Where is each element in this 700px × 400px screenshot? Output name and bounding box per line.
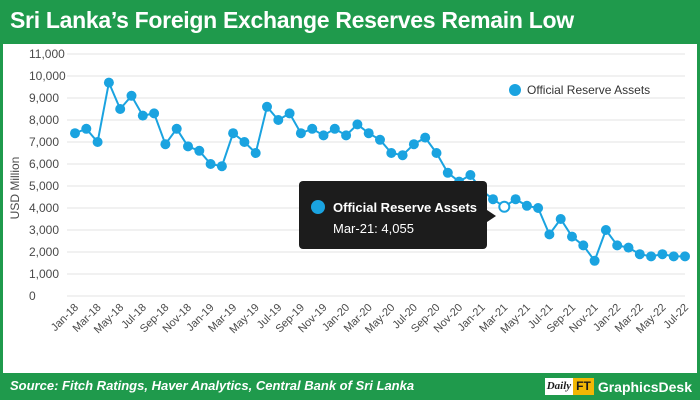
x-tick-label: Jul-22 — [661, 302, 691, 332]
data-point[interactable] — [544, 229, 555, 240]
y-tick-label: 6,000 — [29, 157, 59, 171]
legend-label: Official Reserve Assets — [527, 83, 650, 97]
data-point[interactable] — [171, 123, 182, 134]
data-point[interactable] — [284, 108, 295, 119]
data-point[interactable] — [115, 104, 126, 114]
data-point[interactable] — [273, 115, 284, 125]
y-tick-label: 2,000 — [29, 245, 59, 259]
tooltip-value: Mar-21: 4,055 — [333, 221, 414, 236]
data-point[interactable] — [521, 200, 532, 211]
data-point[interactable] — [205, 159, 216, 169]
data-point[interactable] — [262, 101, 272, 112]
data-point[interactable] — [623, 242, 634, 253]
data-point[interactable] — [216, 161, 227, 172]
y-tick-label: 0 — [29, 289, 36, 303]
data-point[interactable] — [194, 145, 205, 156]
data-point[interactable] — [510, 194, 521, 205]
y-tick-label: 4,000 — [29, 201, 59, 215]
y-tick-label: 3,000 — [29, 223, 59, 237]
data-point[interactable] — [183, 141, 193, 152]
data-point[interactable] — [657, 249, 668, 260]
data-point[interactable] — [612, 240, 623, 251]
data-point[interactable] — [81, 123, 92, 134]
title-bar: Sri Lanka’s Foreign Exchange Reserves Re… — [0, 0, 700, 44]
tooltip-marker — [311, 200, 325, 214]
x-axis-ticks: Jan-18Mar-18May-18Jul-18Sep-18Nov-18Jan-… — [49, 302, 691, 336]
y-tick-label: 11,000 — [29, 47, 65, 61]
data-point[interactable] — [634, 249, 645, 260]
series-points — [70, 77, 690, 266]
y-tick-label: 5,000 — [29, 179, 59, 193]
footer: Source: Fitch Ratings, Haver Analytics, … — [0, 373, 700, 400]
data-point[interactable] — [555, 214, 566, 224]
y-axis-label: USD Million — [8, 157, 22, 220]
data-point[interactable] — [589, 255, 600, 266]
data-point[interactable] — [386, 148, 397, 158]
data-point[interactable] — [228, 128, 239, 139]
chart-title: Sri Lanka’s Foreign Exchange Reserves Re… — [10, 7, 574, 33]
data-point[interactable] — [352, 119, 363, 130]
data-point[interactable] — [239, 137, 250, 147]
line-chart: 0 1,000 2,000 3,000 4,000 5,000 6,000 7,000 8,00… — [8, 47, 691, 336]
data-point[interactable] — [92, 137, 103, 147]
data-point-highlighted[interactable] — [498, 200, 511, 213]
y-tick-label: 10,000 — [29, 69, 66, 83]
y-tick-label: 7,000 — [29, 135, 59, 149]
data-point[interactable] — [442, 167, 453, 178]
brand-daily: Daily — [544, 378, 574, 395]
data-point[interactable] — [149, 108, 160, 119]
brand-logo: Daily FT GraphicsDesk — [544, 376, 692, 397]
legend: Official Reserve Assets — [509, 83, 650, 97]
data-point[interactable] — [318, 130, 329, 141]
data-point[interactable] — [668, 251, 679, 262]
data-point[interactable] — [431, 148, 442, 158]
data-point[interactable] — [137, 110, 148, 121]
data-point[interactable] — [578, 240, 589, 251]
data-point[interactable] — [70, 128, 80, 139]
data-tooltip: Official Reserve Assets Mar-21: 4,055 — [299, 181, 496, 249]
data-point[interactable] — [488, 194, 498, 205]
tooltip-box — [299, 181, 487, 249]
y-tick-label: 9,000 — [29, 91, 59, 105]
data-point[interactable] — [420, 132, 431, 143]
data-point[interactable] — [533, 203, 544, 213]
data-point[interactable] — [160, 139, 171, 150]
brand-ft: FT — [573, 378, 594, 395]
data-point[interactable] — [680, 251, 690, 262]
tooltip-series-name: Official Reserve Assets — [333, 200, 477, 215]
data-point[interactable] — [646, 251, 657, 262]
y-axis-ticks: 0 1,000 2,000 3,000 4,000 5,000 6,000 7,000 8,00… — [29, 47, 66, 303]
data-point[interactable] — [397, 150, 408, 161]
legend-marker — [509, 84, 521, 96]
brand-graphicsdesk: GraphicsDesk — [597, 378, 692, 395]
data-point[interactable] — [329, 123, 340, 134]
plot-panel: 0 1,000 2,000 3,000 4,000 5,000 6,000 7,000 8,00… — [3, 44, 697, 373]
y-tick-label: 8,000 — [29, 113, 59, 127]
data-point[interactable] — [600, 225, 611, 235]
tooltip-pointer — [487, 210, 496, 222]
data-point[interactable] — [103, 77, 114, 88]
data-point[interactable] — [363, 128, 374, 139]
data-point[interactable] — [408, 139, 419, 150]
data-point[interactable] — [250, 148, 261, 158]
dailyft-logo: Daily FT — [544, 377, 594, 396]
data-point[interactable] — [341, 130, 352, 141]
data-point[interactable] — [295, 128, 306, 139]
y-tick-label: 1,000 — [29, 267, 59, 281]
data-point[interactable] — [567, 231, 577, 242]
data-point[interactable] — [126, 90, 137, 101]
data-point[interactable] — [465, 170, 476, 180]
data-point[interactable] — [375, 134, 385, 145]
data-point[interactable] — [307, 123, 318, 134]
source-note: Source: Fitch Ratings, Haver Analytics, … — [10, 378, 415, 393]
